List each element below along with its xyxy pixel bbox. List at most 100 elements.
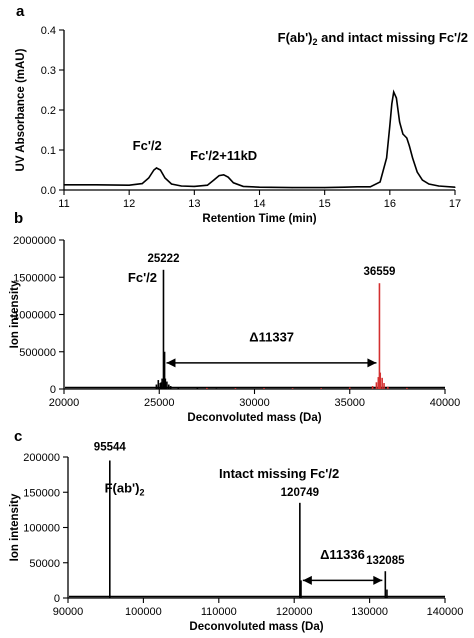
panel-b-annotation: 25222: [147, 253, 179, 265]
panel-a-data-point: [193, 185, 195, 187]
panel-a-data-point: [356, 186, 358, 188]
panel-a-y-tick-label: 0.1: [41, 145, 56, 157]
panel-a-data-point: [399, 121, 401, 123]
panel-a-title: F(ab')2 and intact missing Fc'/2: [278, 30, 468, 47]
panel-a-data-point: [63, 184, 65, 186]
panel-c-delta-arrow-head-right: [373, 575, 383, 585]
panel-letter-c: c: [14, 428, 22, 445]
panel-a-y-tick-label: 0.2: [41, 105, 56, 117]
panel-c-y-tick-label: 0: [54, 593, 60, 605]
panel-c-x-tick-label: 140000: [427, 606, 464, 618]
panel-b-x-tick-label: 20000: [49, 397, 80, 409]
panel-a-data-point: [412, 157, 414, 159]
panel-a-data-point: [227, 176, 229, 178]
panel-a-data-point: [242, 185, 244, 187]
panel-a-data-point: [155, 167, 158, 169]
panel-a-annotation: Fc'/2+11kD: [190, 148, 257, 163]
panel-c-y-tick-label: 200000: [23, 452, 60, 464]
panel-b-y-tick-label: 1500000: [13, 272, 56, 284]
panel-c-y-axis-label: Ion intensity: [9, 493, 21, 561]
panel-b-x-tick-label: 30000: [239, 397, 270, 409]
panel-a-data-point: [164, 177, 166, 179]
panel-c-annotation: Δ11336: [320, 547, 365, 562]
panel-b-delta-arrow-head-right: [367, 358, 377, 368]
panel-a-data-point: [180, 185, 182, 187]
panel-b-y-tick-label: 500000: [19, 347, 56, 359]
panel-b-annotation: Δ11337: [249, 329, 294, 344]
panel-a-data-point: [218, 175, 220, 177]
panel-b-y-tick-label: 1000000: [13, 310, 56, 322]
panel-c-annotation: 95544: [94, 442, 127, 454]
panel-c-x-tick-label: 110000: [201, 606, 237, 618]
panel-a-data-point: [408, 145, 410, 147]
panel-a-annotation: Fc'/2: [133, 138, 162, 153]
panel-b-annotation: 36559: [363, 266, 395, 278]
panel-a-data-point: [438, 185, 440, 187]
panel-a-data-point: [159, 169, 162, 171]
panel-a-data-point: [95, 184, 98, 186]
panel-a-data-point: [343, 186, 345, 188]
panel-a-data-point: [223, 174, 225, 176]
panel-a-x-tick-label: 17: [449, 198, 461, 210]
panel-a-data-point: [206, 184, 208, 186]
panel-a-data-point: [421, 179, 424, 181]
panel-a-data-point: [148, 177, 150, 179]
panel-c-x-axis-label: Deconvoluted mass (Da): [189, 621, 323, 633]
panel-a-data-point: [391, 103, 393, 105]
panel-a-data-point: [379, 181, 381, 183]
panel-a-data-point: [324, 187, 326, 189]
panel-a-data-point: [393, 91, 395, 93]
panel-a-data-point: [170, 183, 173, 185]
panel-a-data-point: [385, 157, 388, 159]
panel-c-annotation-subscript: 2: [139, 487, 144, 497]
panel-c-annotation: 132085: [366, 555, 405, 567]
panel-a-data-point: [406, 137, 408, 139]
panel-a-x-tick-label: 14: [253, 198, 265, 210]
panel-b-x-tick-label: 25000: [144, 397, 175, 409]
panel-a-title-main: F(ab'): [278, 30, 313, 45]
panel-c-y-tick-label: 100000: [23, 523, 60, 535]
panel-c-x-tick-label: 90000: [53, 606, 84, 618]
panel-a-y-axis-label: UV Absorbance (mAU): [15, 48, 27, 171]
panel-c-y-tick-label: 50000: [29, 558, 60, 570]
chart-panel-a: 11 12 13 14 15 16 17 0.0 0.1 0.2 0.3 0.4 Retention T…: [15, 25, 461, 225]
panel-a-x-tick-label: 16: [384, 198, 396, 210]
panel-a-title-subscript: 2: [313, 37, 318, 47]
panel-letter-a: a: [16, 3, 25, 20]
panel-c-annotation: 120749: [281, 487, 319, 499]
panel-c-annotation: Intact missing Fc'/2: [219, 466, 339, 481]
panel-a-data-point: [141, 183, 143, 185]
panel-a-y-tick-label: 0.3: [41, 65, 56, 77]
panel-c-y-tick-label: 150000: [23, 487, 60, 499]
panel-b-x-axis-label: Deconvoluted mass (Da): [187, 412, 321, 424]
panel-a-x-tick-label: 12: [123, 198, 135, 210]
panel-b-y-tick-label: 0: [50, 384, 56, 396]
panel-a-data-point: [428, 183, 430, 185]
panel-a-data-point: [153, 169, 155, 171]
panel-letter-b: b: [14, 210, 23, 227]
panel-a-data-point: [416, 171, 418, 173]
panel-a-data-point: [454, 186, 456, 188]
panel-a-title-suffix: and intact missing Fc'/2: [318, 30, 468, 45]
panel-a-data-point: [128, 184, 130, 186]
panel-c-annotation: F(ab')2: [105, 480, 145, 497]
panel-a-x-tick-label: 15: [319, 198, 331, 210]
panel-a-x-tick-label: 13: [188, 198, 200, 210]
panel-b-x-tick-label: 35000: [334, 397, 365, 409]
panel-a-data-point: [402, 133, 404, 135]
panel-b-y-axis-label: Ion intensity: [9, 280, 21, 348]
panel-a-data-point: [232, 182, 235, 184]
panel-b-annotation: Fc'/2: [128, 270, 157, 285]
panel-b-x-tick-label: 40000: [430, 397, 461, 409]
panel-a-data-point: [291, 187, 293, 189]
panel-c-x-tick-label: 120000: [276, 606, 313, 618]
chart-panel-b: 20000 25000 30000 35000 40000 0 500000 1000000 1…: [9, 235, 460, 424]
panel-a-x-tick-label: 11: [58, 198, 69, 210]
panel-a-series-line: [64, 89, 456, 189]
panel-c-x-tick-label: 100000: [125, 606, 162, 618]
panel-c-x-tick-label: 130000: [351, 606, 388, 618]
panel-a-y-tick-label: 0.0: [41, 185, 56, 197]
chart-panel-c: 90000 100000 110000 120000 130000 140000 0 5000…: [9, 442, 463, 633]
panel-a-y-tick-label: 0.4: [41, 25, 56, 37]
